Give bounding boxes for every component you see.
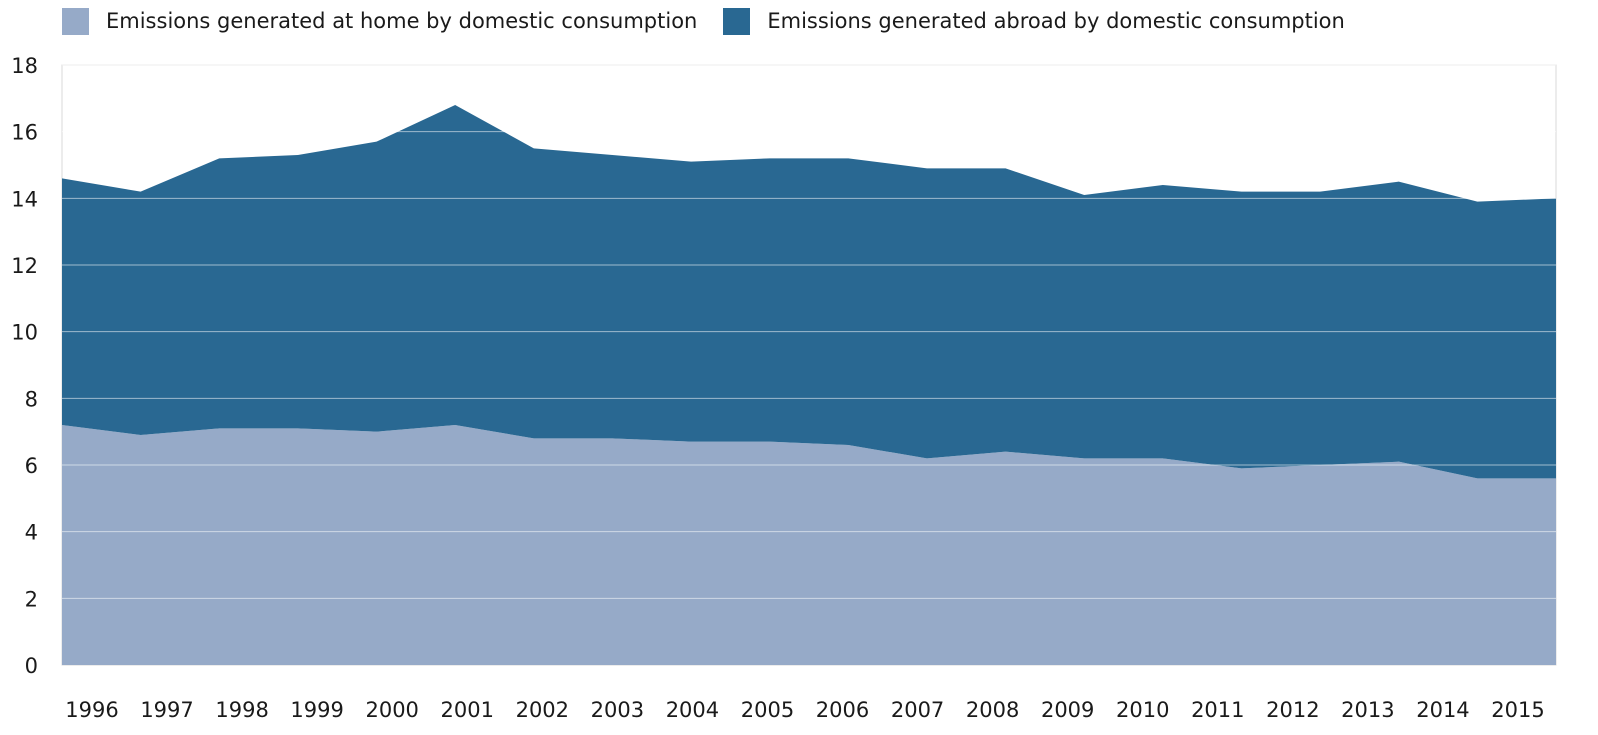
x-tick-label-2004: 2004 bbox=[666, 698, 719, 722]
y-tick-label-14: 14 bbox=[11, 187, 38, 211]
x-tick-label-2002: 2002 bbox=[516, 698, 569, 722]
legend-swatch-home bbox=[62, 7, 89, 35]
y-tick-label-10: 10 bbox=[11, 321, 38, 345]
legend-label-home: Emissions generated at home by domestic … bbox=[106, 8, 698, 33]
legend-item-abroad: Emissions generated abroad by domestic c… bbox=[723, 7, 1345, 35]
x-tick-label-2005: 2005 bbox=[741, 698, 794, 722]
x-tick-label-2012: 2012 bbox=[1266, 698, 1319, 722]
y-tick-label-18: 18 bbox=[11, 54, 38, 78]
x-tick-label-2013: 2013 bbox=[1341, 698, 1394, 722]
x-tick-label-1999: 1999 bbox=[290, 698, 343, 722]
x-tick-label-2011: 2011 bbox=[1191, 698, 1244, 722]
x-tick-label-2015: 2015 bbox=[1491, 698, 1544, 722]
x-tick-label-2001: 2001 bbox=[441, 698, 494, 722]
x-tick-label-1997: 1997 bbox=[140, 698, 193, 722]
x-tick-label-2014: 2014 bbox=[1416, 698, 1469, 722]
x-tick-label-2007: 2007 bbox=[891, 698, 944, 722]
legend-label-abroad: Emissions generated abroad by domestic c… bbox=[767, 8, 1345, 33]
x-tick-label-2000: 2000 bbox=[365, 698, 418, 722]
y-tick-label-4: 4 bbox=[25, 521, 38, 545]
legend-item-home: Emissions generated at home by domestic … bbox=[62, 7, 698, 35]
x-tick-label-2003: 2003 bbox=[591, 698, 644, 722]
y-tick-label-6: 6 bbox=[25, 454, 38, 478]
chart-legend: Emissions generated at home by domestic … bbox=[62, 6, 1371, 36]
x-tick-label-2009: 2009 bbox=[1041, 698, 1094, 722]
x-tick-label-2006: 2006 bbox=[816, 698, 869, 722]
x-tick-label-2010: 2010 bbox=[1116, 698, 1169, 722]
x-tick-label-2008: 2008 bbox=[966, 698, 1019, 722]
area-series-abroad bbox=[62, 105, 1556, 479]
area-series-home bbox=[62, 425, 1556, 665]
x-tick-label-1998: 1998 bbox=[215, 698, 268, 722]
x-tick-label-1996: 1996 bbox=[65, 698, 118, 722]
legend-swatch-abroad bbox=[723, 7, 751, 35]
y-tick-label-2: 2 bbox=[25, 587, 38, 611]
y-tick-label-0: 0 bbox=[25, 654, 38, 678]
y-tick-label-16: 16 bbox=[11, 121, 38, 145]
y-tick-label-12: 12 bbox=[11, 254, 38, 278]
y-tick-label-8: 8 bbox=[25, 387, 38, 411]
